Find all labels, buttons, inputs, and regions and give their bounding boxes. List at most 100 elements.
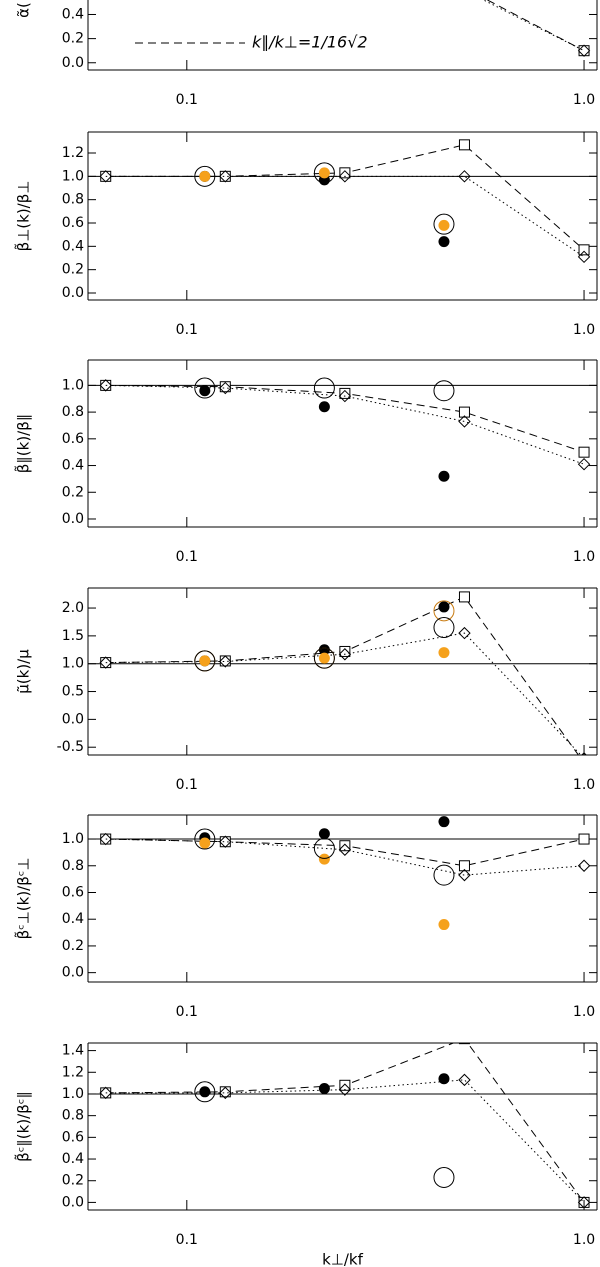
y-tick-label: 0.6 (62, 884, 84, 900)
diamond-marker (99, 170, 112, 183)
diamond-marker (577, 859, 591, 872)
diamond-marker (458, 415, 471, 428)
x-tick-label: 1.0 (573, 322, 595, 338)
y-tick-label: 1.0 (62, 168, 84, 184)
y-tick-label: 0.0 (62, 55, 84, 71)
circle-marker (433, 600, 455, 622)
y-tick-label: 0.5 (62, 684, 84, 700)
x-tick-label: 0.1 (176, 549, 198, 565)
y-tick-label: 1.0 (62, 831, 84, 847)
series-line (486, 0, 585, 52)
circle-marker (194, 650, 216, 672)
diamond-marker (577, 44, 591, 57)
series-line (105, 632, 582, 755)
y-axis-label: μ̃(k)/μ (15, 649, 33, 694)
series-line (105, 1043, 585, 1203)
series-line (105, 175, 585, 258)
y-tick-label: 0.8 (62, 858, 84, 874)
legend-label: k∥/k⊥=1/16√2 (252, 33, 368, 52)
dot-marker (438, 816, 450, 828)
square-marker (219, 655, 231, 667)
y-tick-label: 0.2 (62, 262, 84, 278)
dot-marker (438, 1073, 450, 1085)
circle-marker (313, 647, 335, 669)
y-tick-label: 1.0 (62, 377, 84, 393)
diamond-marker (338, 648, 352, 661)
circle-marker (313, 837, 335, 859)
square-marker (219, 170, 231, 182)
plot-area (482, 0, 591, 57)
dot-marker (318, 644, 330, 656)
square-marker (339, 645, 351, 657)
y-tick-label: 0.2 (62, 938, 84, 954)
diamond-marker (219, 1086, 232, 1100)
x-tick-label: 1.0 (573, 777, 595, 793)
y-tick-label: 0.8 (62, 1108, 84, 1124)
y-tick-label: 0.6 (62, 431, 84, 447)
diamond-marker (338, 843, 352, 856)
y-tick-label: 0.0 (62, 511, 84, 527)
diamond-marker (99, 1086, 112, 1100)
square-marker (579, 758, 589, 768)
dot-marker (199, 1086, 211, 1098)
series-line (105, 384, 585, 465)
y-tick-label: 1.2 (62, 145, 84, 161)
dot-marker (318, 401, 330, 413)
x-axis-label: k⊥/kf (322, 1251, 363, 1267)
square-marker (219, 836, 231, 848)
x-tick-label: 1.0 (573, 1004, 595, 1020)
plot-area (88, 377, 597, 482)
diamond-marker (458, 1073, 471, 1087)
circle-marker (194, 377, 216, 399)
y-tick-label: 2.0 (62, 600, 84, 616)
y-tick-label: 0.4 (62, 6, 84, 22)
square-marker (339, 167, 351, 179)
circle-marker (433, 864, 455, 886)
y-axis-label: β̃ᶜ∥(k)/βᶜ∥ (14, 1091, 33, 1162)
square-marker (339, 840, 351, 852)
x-tick-label: 0.1 (176, 1232, 198, 1248)
circle-marker (194, 828, 216, 850)
square-marker (578, 45, 590, 57)
dot-marker (438, 601, 450, 613)
circle-marker (313, 162, 335, 184)
series-line (105, 838, 585, 876)
y-tick-label: 0.8 (62, 192, 84, 208)
x-tick-label: 1.0 (573, 92, 595, 108)
diamond-marker (577, 250, 591, 264)
y-tick-label: 0.0 (62, 711, 84, 727)
y-tick-label: 0.0 (62, 965, 84, 981)
y-tick-label: 0.0 (62, 1194, 84, 1210)
square-marker (458, 139, 470, 151)
y-tick-label: 0.6 (62, 1129, 84, 1145)
square-marker (458, 860, 470, 872)
y-tick-label: 1.0 (62, 1086, 84, 1102)
dot-marker (199, 837, 211, 849)
x-tick-label: 1.0 (573, 1232, 595, 1248)
diamond-marker (99, 832, 112, 846)
y-tick-label: 0.4 (62, 458, 84, 474)
x-tick-label: 0.1 (176, 1004, 198, 1020)
dot-marker (438, 236, 450, 248)
circle-marker (313, 377, 335, 399)
y-tick-label: 1.5 (62, 628, 84, 644)
series-line (482, 0, 585, 52)
diamond-marker (219, 170, 232, 183)
diamond-marker (458, 626, 471, 640)
series-line (105, 596, 580, 755)
series-line (105, 1079, 585, 1203)
diamond-marker (99, 379, 112, 392)
y-tick-label: -0.5 (57, 739, 84, 755)
y-tick-label: 1.2 (62, 1064, 84, 1080)
square-marker (339, 1079, 351, 1091)
dot-marker (318, 167, 330, 179)
square-marker (458, 406, 470, 418)
square-marker (578, 244, 590, 256)
plot-area (88, 591, 597, 768)
dot-marker (199, 385, 211, 397)
circle-marker (433, 617, 455, 639)
diamond-marker (338, 170, 352, 183)
plot-area (88, 816, 597, 931)
x-tick-label: 0.1 (176, 777, 198, 793)
